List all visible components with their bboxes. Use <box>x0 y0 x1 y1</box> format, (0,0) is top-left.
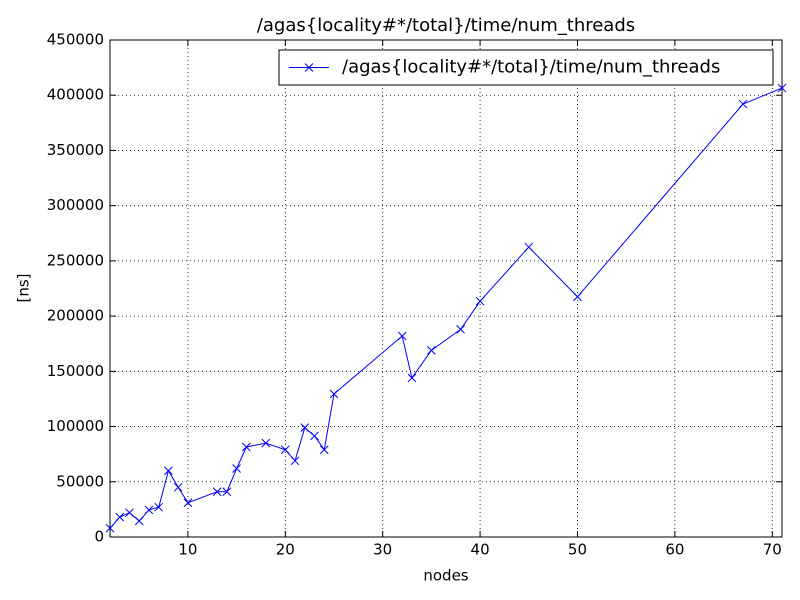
x-tick-label: 20 <box>276 541 295 559</box>
marker <box>232 464 241 473</box>
marker <box>427 345 436 355</box>
chart-title: /agas{locality#*/total}/time/num_threads <box>257 15 635 36</box>
y-tick-label: 200000 <box>47 307 104 325</box>
marker <box>475 296 485 306</box>
marker <box>300 423 310 433</box>
y-tick-label: 350000 <box>47 141 104 159</box>
marker-cross <box>475 296 485 306</box>
marker-cross <box>183 498 193 508</box>
marker-cross <box>232 464 241 473</box>
y-tick-label: 450000 <box>47 31 104 49</box>
marker-cross <box>319 445 329 455</box>
marker <box>524 242 534 252</box>
marker-cross <box>397 331 407 341</box>
y-tick-label: 50000 <box>56 472 104 490</box>
marker-cross <box>241 442 251 452</box>
marker-cross <box>154 502 164 512</box>
marker <box>183 498 193 508</box>
marker-cross <box>777 83 787 93</box>
marker <box>456 325 465 334</box>
marker <box>212 487 222 497</box>
x-tick-label: 40 <box>471 541 490 559</box>
marker <box>397 331 407 341</box>
x-tick-label: 70 <box>763 541 782 559</box>
marker <box>777 83 787 93</box>
marker <box>154 502 164 512</box>
marker <box>105 523 115 533</box>
marker-cross <box>125 508 134 518</box>
marker-cross <box>173 482 183 492</box>
marker <box>261 438 271 448</box>
x-tick-label: 10 <box>178 541 197 559</box>
marker <box>304 63 314 72</box>
plot-frame <box>109 39 783 538</box>
marker <box>125 508 134 518</box>
y-tick-label: 400000 <box>47 86 104 104</box>
legend-box <box>278 49 774 86</box>
marker-cross <box>304 63 314 72</box>
marker <box>144 505 154 515</box>
marker-cross <box>115 512 125 522</box>
marker <box>134 516 144 526</box>
marker-cross <box>407 373 417 383</box>
marker-cross <box>524 242 534 252</box>
marker <box>115 512 125 522</box>
marker <box>222 487 232 497</box>
marker <box>280 445 290 455</box>
y-tick-label: 150000 <box>47 362 104 380</box>
marker <box>573 292 582 302</box>
marker-cross <box>310 431 319 441</box>
y-tick-label: 100000 <box>47 417 104 435</box>
y-tick-label: 300000 <box>47 196 104 214</box>
marker-cross <box>573 292 582 302</box>
marker-cross <box>144 505 154 515</box>
marker <box>329 389 339 399</box>
marker-cross <box>105 523 115 533</box>
y-axis-label: [ns] <box>15 273 33 302</box>
marker-cross <box>164 466 173 476</box>
marker <box>407 373 417 383</box>
marker-cross <box>222 487 232 497</box>
marker-cross <box>329 389 339 399</box>
marker <box>290 456 300 466</box>
y-tick-label: 0 <box>94 528 104 546</box>
marker <box>164 466 173 476</box>
y-tick-label: 250000 <box>47 251 104 269</box>
x-tick-label: 50 <box>568 541 587 559</box>
marker-cross <box>280 445 290 455</box>
marker-cross <box>427 345 436 355</box>
marker-cross <box>456 325 465 334</box>
marker-cross <box>134 516 144 526</box>
marker <box>738 99 748 109</box>
marker-cross <box>290 456 300 466</box>
marker-cross <box>738 99 748 109</box>
marker <box>173 482 183 492</box>
marker <box>310 431 319 441</box>
marker <box>319 445 329 455</box>
legend-label: /agas{locality#*/total}/time/num_threads <box>342 57 720 78</box>
marker-cross <box>261 438 271 448</box>
marker-cross <box>212 487 222 497</box>
x-tick-label: 30 <box>373 541 392 559</box>
marker-cross <box>300 423 310 433</box>
x-axis-label: nodes <box>423 567 468 585</box>
marker <box>241 442 251 452</box>
x-tick-label: 60 <box>665 541 684 559</box>
